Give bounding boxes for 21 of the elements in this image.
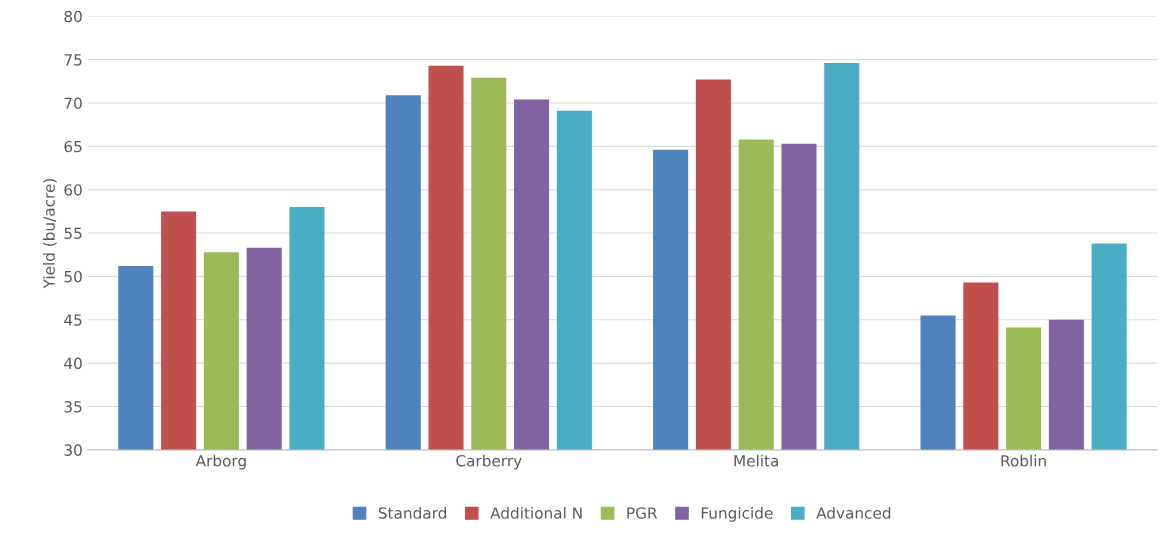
y-tick-label: 35 [64,400,82,413]
x-tick-label: Roblin [1001,454,1046,467]
y-tick-label: 30 [64,444,82,456]
y-tick-label: 55 [64,227,82,240]
legend-label: PGR [627,507,658,519]
legend-label: Fungicide [701,506,773,522]
y-axis-title: Yield (bu/acre) [43,178,57,289]
y-tick-label: 75 [64,54,82,66]
y-tick-label: 70 [64,97,82,109]
y-tick-label: 40 [64,357,82,370]
y-tick-label: 60 [64,184,82,196]
legend-label: Standard [378,506,446,519]
legend-label: Additional N [490,506,582,519]
x-tick-label: Melita [734,454,779,467]
y-tick-label: 45 [64,314,82,326]
x-tick-label: Carberry [456,454,522,470]
x-tick-label: Arborg [195,454,246,470]
y-tick-label: 80 [64,10,82,23]
legend-label: Advanced [816,506,891,519]
y-tick-label: 65 [64,140,82,153]
y-tick-label: 50 [64,270,82,283]
